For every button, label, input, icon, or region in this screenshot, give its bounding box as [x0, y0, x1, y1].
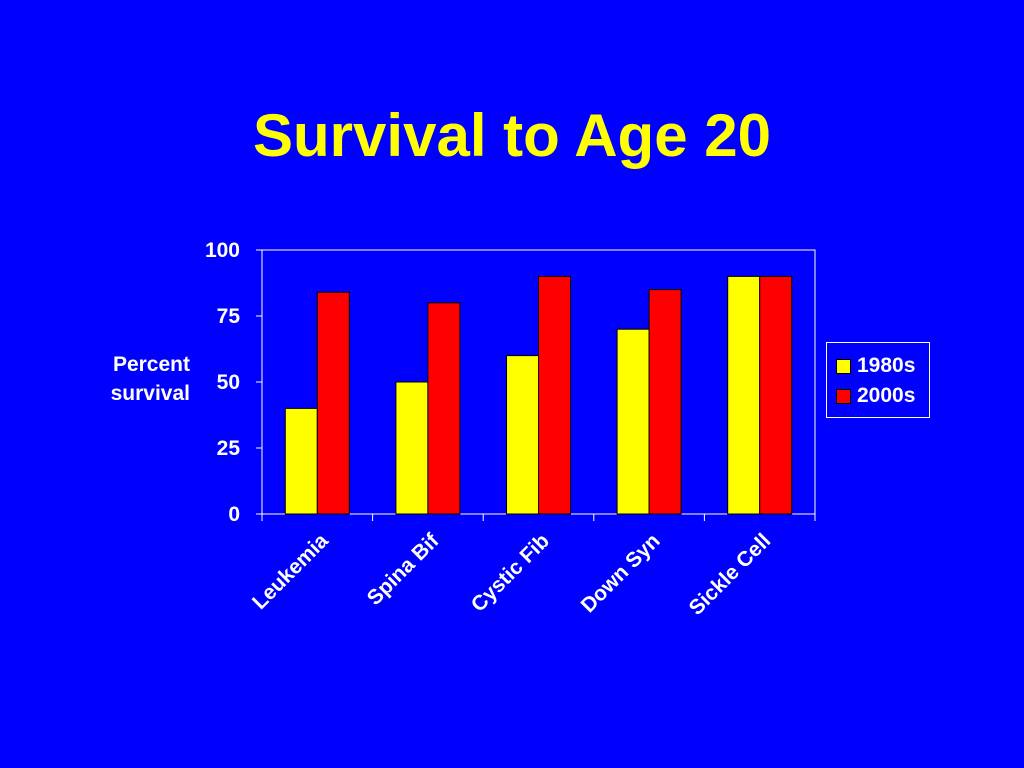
- legend-swatch-series-1: [836, 358, 851, 374]
- bar-1980s-leukemia: [284, 407, 318, 515]
- plot-area: 0 25 50 75 100 Leukemia Spina Bif Cystic Fib Dow…: [205, 239, 816, 620]
- y-tick-label: 25: [217, 437, 241, 460]
- bar-1980s-down-syn: [616, 328, 650, 515]
- legend-swatch-series-2: [836, 388, 851, 404]
- bar-1980s-sickle-cell: [727, 275, 761, 515]
- y-tick-label: 100: [205, 239, 240, 262]
- legend-item-series-1: 1980s: [836, 351, 929, 381]
- legend-label-series-2: 2000s: [857, 384, 916, 407]
- bar-1980s-cystic-fib: [506, 355, 539, 515]
- y-tick-label: 75: [217, 305, 241, 328]
- x-tick-label: Spina Bif: [363, 529, 444, 610]
- x-tick-label: Leukemia: [248, 529, 333, 614]
- x-tick-label: Down Syn: [577, 529, 665, 617]
- legend-item-series-2: 2000s: [836, 381, 929, 411]
- y-tick-label: 50: [217, 371, 240, 394]
- y-axis-label: Percent survival: [110, 353, 190, 405]
- y-tick-label: 0: [228, 503, 240, 526]
- x-tick-label: Cystic Fib: [467, 529, 554, 616]
- bar-2000s-leukemia: [316, 291, 350, 515]
- bar-2000s-down-syn: [648, 289, 682, 515]
- x-tick-label: Sickle Cell: [685, 529, 776, 620]
- bar-2000s-sickle-cell: [759, 275, 793, 515]
- bar-1980s-spina-bif: [395, 381, 429, 515]
- bar-2000s-cystic-fib: [538, 275, 571, 515]
- chart-legend: 1980s 2000s: [826, 342, 930, 418]
- bar-2000s-spina-bif: [427, 302, 461, 515]
- slide-title: Survival to Age 20: [253, 102, 771, 169]
- legend-label-series-1: 1980s: [857, 354, 916, 377]
